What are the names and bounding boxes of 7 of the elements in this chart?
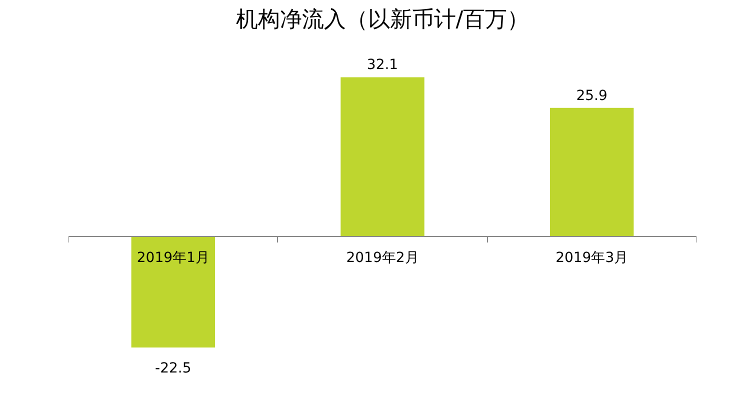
chart-title: 机构净流入（以新币计/百万） [236,8,530,32]
data-label: 25.9 [576,88,608,104]
data-label: 32.1 [366,57,398,74]
x-tick-label: 2019年1月 [136,250,210,266]
x-tick-label: 2019年3月 [556,250,628,266]
x-tick-label: 2019年2月 [346,250,419,266]
data-label: -22.5 [155,360,192,377]
